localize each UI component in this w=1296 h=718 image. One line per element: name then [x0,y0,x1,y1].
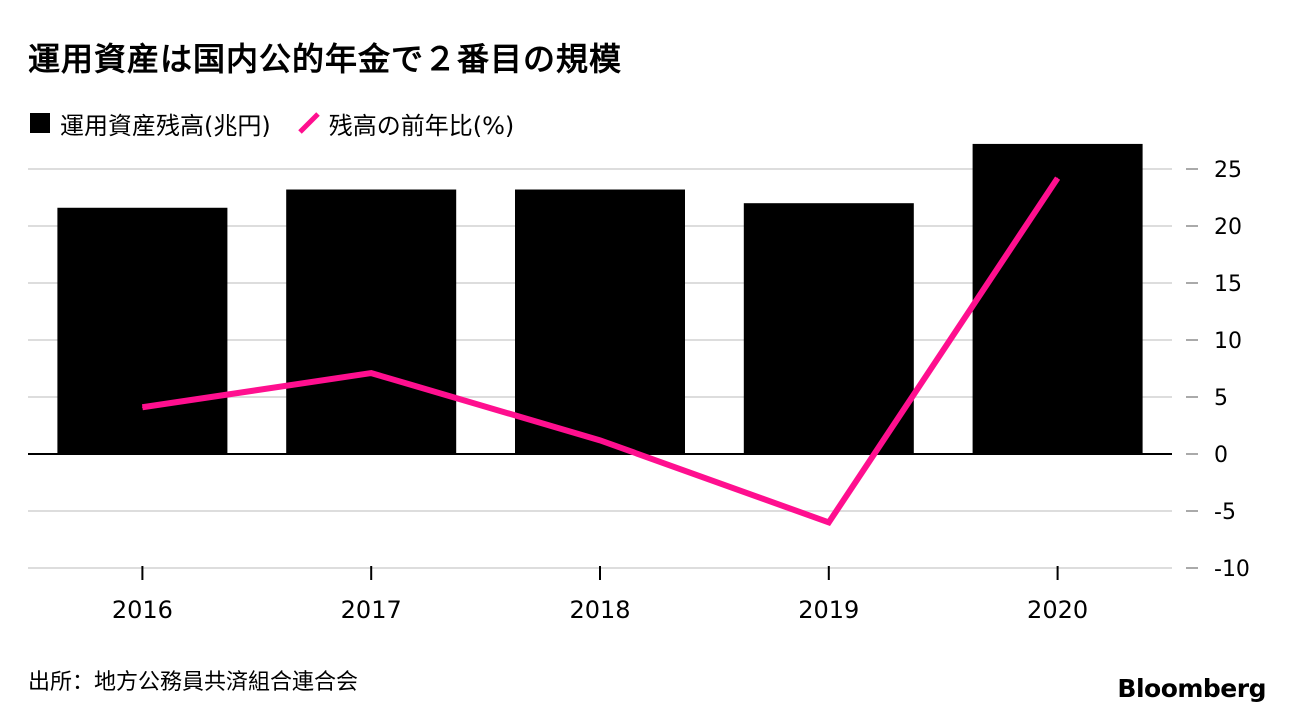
chart-title: 運用資産は国内公的年金で２番目の規模 [28,40,623,78]
y-tick-label: -10 [1214,557,1250,582]
x-tick-label: 2016 [112,596,173,624]
line-point-2017 [370,372,372,374]
bloomberg-logo: Bloomberg [1117,674,1266,703]
x-tick-label: 2019 [798,596,859,624]
source-note: 出所：地方公務員共済組合連合会 [28,670,359,695]
legend-bar-swatch [30,113,50,133]
bar-2019 [743,203,914,454]
y-tick-label: 25 [1214,158,1242,183]
bar-2016 [57,207,228,454]
legend-line-label: 残高の前年比(%) [328,111,515,140]
line-point-2016 [141,406,143,408]
y-tick-label: 15 [1214,272,1242,297]
line-point-2019 [828,521,830,523]
line-point-2018 [599,439,601,441]
y-tick-label: 0 [1214,443,1228,468]
y-tick-label: 20 [1214,215,1242,240]
y-tick-label: 10 [1214,329,1242,354]
legend-bar-label: 運用資産残高(兆円) [60,111,271,140]
bar-2020 [972,143,1143,455]
legend-line-swatch [297,112,320,134]
legend: 運用資産残高(兆円) 残高の前年比(%) [30,105,540,141]
legend-item-line: 残高の前年比(%) [297,106,515,141]
line-point-2020 [1057,177,1059,179]
x-tick-label: 2017 [341,596,402,624]
x-tick-label: 2020 [1027,596,1088,624]
x-tick-label: 2018 [569,596,630,624]
bar-2017 [286,189,457,454]
legend-item-bar: 運用資産残高(兆円) [30,106,271,141]
y-tick-label: 5 [1214,386,1228,411]
bar-2018 [515,189,685,454]
y-tick-label: -5 [1214,500,1236,525]
